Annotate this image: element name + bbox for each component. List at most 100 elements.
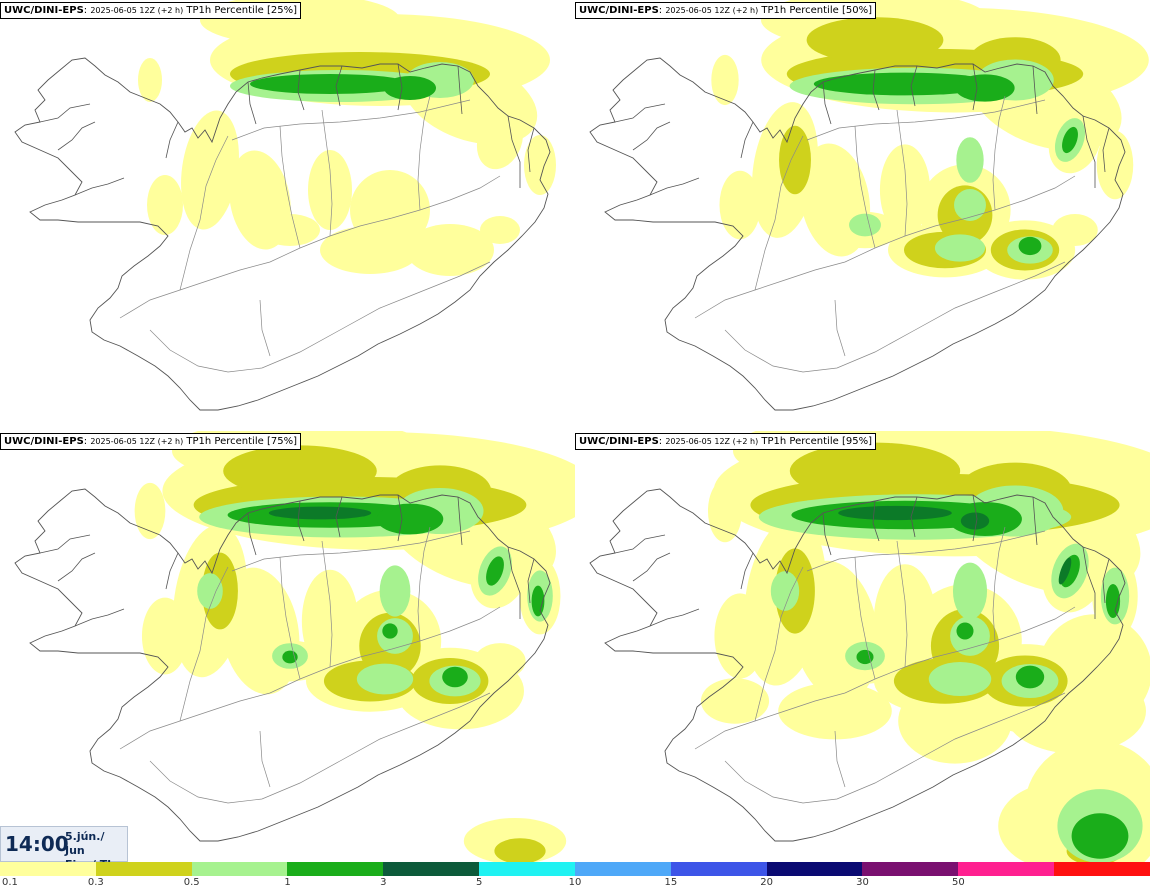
precip-area	[1018, 236, 1042, 256]
road-line	[834, 730, 846, 788]
fjord-line	[57, 552, 96, 582]
road-line	[806, 99, 1046, 141]
panel-title: UWC/DINI-EPS: 2025-06-05 12Z (+2 h) TP1h…	[0, 2, 301, 19]
fjord-line	[39, 534, 91, 554]
precip-map-p50	[589, 0, 1149, 411]
fjord-line	[507, 115, 521, 188]
fjord-line	[335, 65, 343, 107]
fjord-line	[397, 63, 403, 111]
fjord-line	[1102, 558, 1110, 604]
precip-area	[934, 234, 986, 262]
precip-area	[476, 110, 524, 170]
map-panel-p50: UWC/DINI-EPS: 2025-06-05 12Z (+2 h) TP1h…	[575, 0, 1150, 431]
fjord-line	[972, 494, 978, 542]
precip-map-p25	[14, 0, 556, 411]
precip-area	[141, 597, 189, 675]
precip-area	[442, 666, 468, 688]
road-line	[279, 125, 301, 249]
precip-area	[268, 506, 372, 520]
precip-area	[806, 17, 944, 63]
precip-area	[197, 573, 223, 609]
fjord-line	[632, 121, 671, 151]
road-line	[992, 95, 1006, 211]
fjord-line	[910, 65, 918, 107]
fjord-line	[247, 81, 257, 125]
precip-area	[1015, 665, 1045, 689]
precip-area	[711, 54, 739, 106]
fjord-line	[614, 534, 666, 554]
fjord-line	[740, 121, 754, 159]
fjord-line	[649, 608, 700, 627]
road-line	[992, 526, 1006, 642]
precip-area	[956, 137, 984, 183]
fjord-line	[872, 500, 880, 542]
run-label: 2025-06-05 12Z (+2 h)	[90, 437, 184, 446]
valid-time-box: 14:00 5.jún./ Jun Fim./ Thu	[0, 826, 128, 871]
fjord-line	[972, 63, 978, 111]
fjord-line	[872, 69, 880, 111]
color-swatch	[287, 862, 384, 876]
fjord-line	[527, 127, 535, 173]
road-line	[854, 125, 876, 249]
fjord-line	[1082, 546, 1096, 619]
precip-area	[778, 682, 892, 740]
fjord-line	[507, 546, 521, 619]
color-swatch	[1054, 862, 1150, 876]
precip-area	[849, 213, 881, 237]
fjord-line	[1032, 496, 1038, 546]
precip-area	[813, 72, 997, 96]
product-label: TP1h Percentile [25%]	[186, 5, 297, 16]
precip-area	[376, 503, 444, 535]
road-line	[694, 606, 1076, 750]
fjord-line	[57, 121, 96, 151]
run-label: 2025-06-05 12Z (+2 h)	[665, 6, 759, 15]
precip-area	[856, 649, 874, 665]
precip-area	[356, 663, 414, 695]
scale-tick-label: 0.3	[87, 877, 104, 888]
precip-area	[223, 445, 377, 497]
precip-area	[1058, 557, 1072, 585]
precip-area	[382, 623, 398, 639]
road-line	[259, 299, 271, 357]
coastline	[589, 488, 1126, 842]
color-swatch	[574, 862, 671, 876]
precip-area	[181, 110, 239, 230]
fjord-line	[39, 103, 91, 123]
fjord-line	[632, 552, 671, 582]
road-line	[896, 540, 908, 668]
model-label: UWC/DINI-EPS	[579, 5, 659, 16]
map-panel-p75: UWC/DINI-EPS: 2025-06-05 12Z (+2 h) TP1h…	[0, 431, 575, 862]
color-swatch	[958, 862, 1055, 876]
fjord-line	[335, 496, 343, 538]
precip-area	[955, 74, 1015, 102]
precip-area	[406, 224, 494, 276]
precip-area	[320, 226, 420, 274]
scale-tick-label: 1	[284, 877, 291, 888]
precip-area	[956, 622, 974, 640]
road-line	[834, 299, 846, 357]
precip-area	[134, 482, 166, 540]
precip-area	[147, 175, 183, 235]
precip-area	[138, 58, 162, 102]
road-line	[321, 540, 333, 668]
road-line	[417, 526, 431, 642]
scale-tick-label: 5	[475, 877, 483, 888]
road-line	[259, 730, 271, 788]
scale-tick-label: 50	[951, 877, 965, 888]
fjord-line	[1032, 65, 1038, 115]
fjord-line	[910, 496, 918, 538]
road-line	[179, 135, 229, 291]
color-swatch	[95, 862, 192, 876]
map-panel-p25: UWC/DINI-EPS: 2025-06-05 12Z (+2 h) TP1h…	[0, 0, 575, 431]
precip-area	[379, 565, 411, 617]
road-line	[417, 95, 431, 211]
precip-area	[260, 214, 320, 246]
road-line	[806, 530, 1046, 572]
fjord-line	[1102, 127, 1110, 173]
road-line	[119, 175, 501, 319]
color-swatch	[191, 862, 288, 876]
road-line	[149, 261, 491, 373]
precip-area	[707, 479, 743, 543]
road-line	[724, 261, 1066, 373]
panel-title: UWC/DINI-EPS: 2025-06-05 12Z (+2 h) TP1h…	[575, 2, 876, 19]
